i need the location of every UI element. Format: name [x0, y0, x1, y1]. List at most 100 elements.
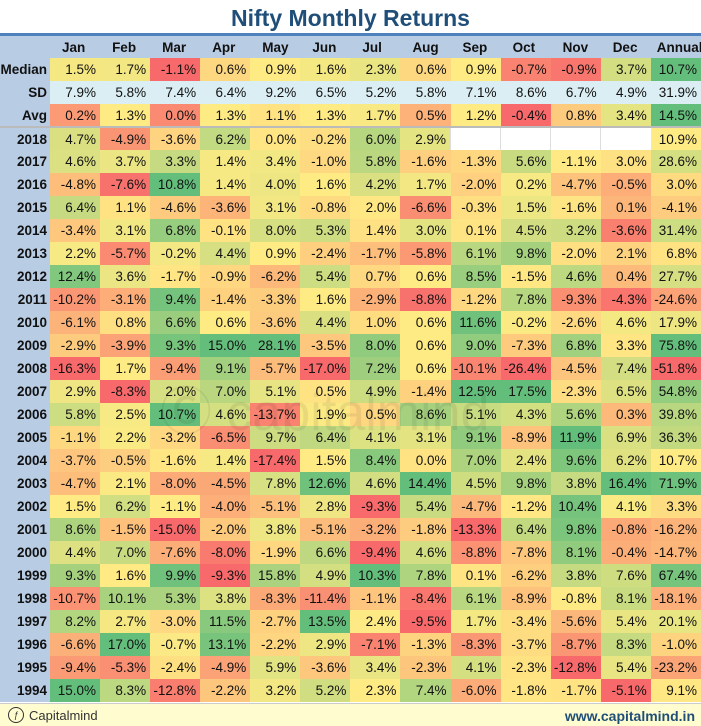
- heatmap-cell: 7.0%: [450, 449, 501, 472]
- heatmap-cell: 4.5%: [450, 472, 501, 495]
- heatmap-cell: -1.0%: [650, 633, 701, 656]
- heatmap-cell: 8.1%: [550, 541, 601, 564]
- row-label: 1994: [0, 679, 50, 702]
- heatmap-cell: -14.7%: [650, 541, 701, 564]
- heatmap-cell: -9.4%: [150, 357, 201, 380]
- heatmap-cell: -18.1%: [650, 587, 701, 610]
- year-row: 1995 -9.4% -5.3% -2.4% -4.9% 5.9% -3.6% 3.4% -2.…: [0, 656, 701, 679]
- heatmap-cell: -3.7%: [500, 633, 551, 656]
- heatmap-cell: -2.6%: [550, 311, 601, 334]
- heatmap-cell: 2.4%: [500, 449, 551, 472]
- heatmap-cell: 1.3%: [100, 104, 151, 128]
- heatmap-cell: -6.0%: [450, 679, 501, 702]
- heatmap-cell: -3.4%: [500, 610, 551, 633]
- heatmap-cell: 7.8%: [500, 288, 551, 311]
- heatmap-cell: -4.9%: [200, 656, 251, 679]
- heatmap-cell: 3.8%: [250, 518, 301, 541]
- heatmap-cell: 15.0%: [50, 679, 101, 702]
- heatmap-cell: 0.2%: [50, 104, 101, 128]
- heatmap-cell: 0.8%: [550, 104, 601, 128]
- heatmap-cell: -7.8%: [500, 541, 551, 564]
- heatmap-cell: 2.0%: [150, 380, 201, 403]
- heatmap-cell: -0.2%: [150, 242, 201, 265]
- heatmap-cell: 4.4%: [300, 311, 351, 334]
- column-header-nov: Nov: [550, 36, 601, 58]
- heatmap-cell: 10.4%: [550, 495, 601, 518]
- heatmap-cell: -2.9%: [350, 288, 401, 311]
- heatmap-cell: -10.7%: [50, 587, 101, 610]
- heatmap-cell: -0.2%: [500, 311, 551, 334]
- heatmap-cell: 9.3%: [150, 334, 201, 357]
- heatmap-cell: 3.7%: [100, 150, 151, 173]
- heatmap-cell: -4.3%: [600, 288, 651, 311]
- heatmap-cell: 13.1%: [200, 633, 251, 656]
- header-row: Jan Feb Mar Apr May Jun Jul Aug Sep Oct Nov Dec Annu…: [0, 36, 701, 58]
- heatmap-cell: 5.8%: [350, 150, 401, 173]
- heatmap-cell: 3.3%: [600, 334, 651, 357]
- heatmap-cell: 2.2%: [100, 426, 151, 449]
- year-row: 1997 8.2% 2.7% -3.0% 11.5% -2.7% 13.5% 2.4% -9.5…: [0, 610, 701, 633]
- footer-url[interactable]: www.capitalmind.in: [564, 708, 695, 724]
- heatmap-cell: 2.2%: [50, 242, 101, 265]
- heatmap-cell: -6.2%: [250, 265, 301, 288]
- heatmap-cell: -1.6%: [550, 196, 601, 219]
- heatmap-cell: -2.9%: [50, 334, 101, 357]
- heatmap-cell: -3.6%: [150, 127, 201, 150]
- heatmap-cell: -6.6%: [400, 196, 451, 219]
- heatmap-cell: -3.9%: [100, 334, 151, 357]
- heatmap-cell: -2.4%: [300, 242, 351, 265]
- heatmap-cell: 5.6%: [500, 150, 551, 173]
- heatmap-cell: -2.7%: [250, 610, 301, 633]
- heatmap-cell: -4.7%: [50, 472, 101, 495]
- year-row: 2013 2.2% -5.7% -0.2% 4.4% 0.9% -2.4% -1.7% -5.8…: [0, 242, 701, 265]
- year-row: 2010 -6.1% 0.8% 6.6% 0.6% -3.6% 4.4% 1.0% 0.6% 11…: [0, 311, 701, 334]
- heatmap-cell: 11.6%: [450, 311, 501, 334]
- year-row: 2005 -1.1% 2.2% -3.2% -6.5% 9.7% 6.4% 4.1% 3.1% 9…: [0, 426, 701, 449]
- heatmap-cell: 16.4%: [600, 472, 651, 495]
- heatmap-cell: 0.5%: [400, 104, 451, 128]
- heatmap-cell: 0.2%: [500, 173, 551, 196]
- heatmap-cell: -2.2%: [250, 633, 301, 656]
- heatmap-cell: 28.1%: [250, 334, 301, 357]
- heatmap-cell: 7.6%: [600, 564, 651, 587]
- heatmap-cell: 8.6%: [500, 81, 551, 104]
- year-row: 1996 -6.6% 17.0% -0.7% 13.1% -2.2% 2.9% -7.1% -1…: [0, 633, 701, 656]
- heatmap-cell: 10.7%: [150, 403, 201, 426]
- heatmap-cell: 7.8%: [250, 472, 301, 495]
- column-header-sep: Sep: [450, 36, 501, 58]
- heatmap-cell: 2.9%: [400, 127, 451, 150]
- heatmap-cell: 3.4%: [350, 656, 401, 679]
- heatmap-cell: -0.5%: [100, 449, 151, 472]
- heatmap-cell: 10.9%: [650, 127, 701, 150]
- heatmap-cell: 0.1%: [450, 219, 501, 242]
- heatmap-cell: 9.2%: [250, 81, 301, 104]
- year-row: 2012 12.4% 3.6% -1.7% -0.9% -6.2% 5.4% 0.7% 0.6%…: [0, 265, 701, 288]
- heatmap-cell: 5.4%: [600, 610, 651, 633]
- heatmap-cell: -3.0%: [150, 610, 201, 633]
- heatmap-cell: 9.1%: [450, 426, 501, 449]
- heatmap-cell: 14.5%: [650, 104, 701, 128]
- heatmap-cell: 1.3%: [200, 104, 251, 128]
- heatmap-cell: 4.4%: [50, 541, 101, 564]
- heatmap-cell: 1.0%: [350, 311, 401, 334]
- heatmap-cell: 0.0%: [150, 104, 201, 128]
- heatmap-cell: 2.5%: [100, 403, 151, 426]
- year-row: 1999 9.3% 1.6% 9.9% -9.3% 15.8% 4.9% 10.3% 7.8% 0…: [0, 564, 701, 587]
- heatmap-cell: 1.4%: [200, 449, 251, 472]
- row-label: Median: [0, 58, 50, 81]
- heatmap-cell: 9.8%: [550, 518, 601, 541]
- heatmap-cell: 3.4%: [250, 150, 301, 173]
- heatmap-cell: -2.4%: [150, 656, 201, 679]
- heatmap-cell: -51.8%: [650, 357, 701, 380]
- heatmap-cell: -4.0%: [200, 495, 251, 518]
- heatmap-cell: -2.3%: [550, 380, 601, 403]
- heatmap-cell: 0.9%: [450, 58, 501, 81]
- heatmap-cell: -0.4%: [500, 104, 551, 128]
- heatmap-cell: 4.1%: [350, 426, 401, 449]
- heatmap-cell: 4.1%: [600, 495, 651, 518]
- heatmap-cell: 2.9%: [300, 633, 351, 656]
- heatmap-cell: -0.5%: [600, 173, 651, 196]
- heatmap-cell: -8.3%: [450, 633, 501, 656]
- heatmap-cell: -5.1%: [300, 518, 351, 541]
- heatmap-cell: -9.3%: [200, 564, 251, 587]
